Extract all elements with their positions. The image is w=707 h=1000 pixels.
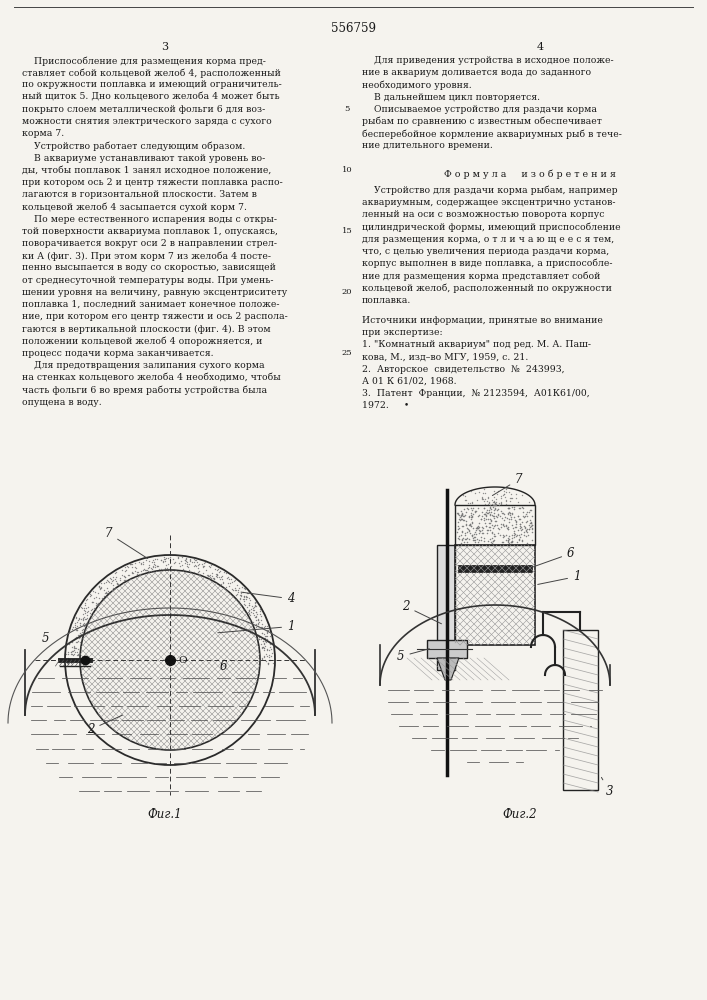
Text: 2.  Авторское  свидетельство  №  243993,: 2. Авторское свидетельство № 243993, xyxy=(362,365,564,374)
Text: при экспертизе:: при экспертизе: xyxy=(362,328,443,337)
Text: что, с целью увеличения периода раздачи корма,: что, с целью увеличения периода раздачи … xyxy=(362,247,609,256)
Text: корма 7.: корма 7. xyxy=(22,129,64,138)
Text: 3: 3 xyxy=(161,42,168,52)
Text: кова, М., изд–во МГУ, 1959, с. 21.: кова, М., изд–во МГУ, 1959, с. 21. xyxy=(362,352,528,361)
Text: рыбам по сравнению с известным обеспечивает: рыбам по сравнению с известным обеспечив… xyxy=(362,117,602,126)
Text: бесперебойное кормление аквариумных рыб в тече-: бесперебойное кормление аквариумных рыб … xyxy=(362,129,622,139)
Text: Фиг.1: Фиг.1 xyxy=(148,808,182,821)
Text: ленный на оси с возможностью поворота корпус: ленный на оси с возможностью поворота ко… xyxy=(362,210,604,219)
Text: Для предотвращения залипания сухого корма: Для предотвращения залипания сухого корм… xyxy=(22,361,264,370)
Bar xyxy=(437,545,455,670)
Text: 1972.     •: 1972. • xyxy=(362,401,409,410)
Text: 6: 6 xyxy=(219,660,227,673)
Text: поплавка 1, последний занимает конечное положе-: поплавка 1, последний занимает конечное … xyxy=(22,300,279,309)
Text: положении кольцевой желоб 4 опорожняется, и: положении кольцевой желоб 4 опорожняется… xyxy=(22,337,262,346)
Text: ды, чтобы поплавок 1 занял исходное положение,: ды, чтобы поплавок 1 занял исходное поло… xyxy=(22,166,271,175)
Text: процесс подачи корма заканчивается.: процесс подачи корма заканчивается. xyxy=(22,349,214,358)
Text: часть фольги 6 во время работы устройства была: часть фольги 6 во время работы устройств… xyxy=(22,385,267,395)
Text: Источники информации, принятые во внимание: Источники информации, принятые во вниман… xyxy=(362,316,603,325)
Text: 2: 2 xyxy=(87,715,122,736)
Text: 25: 25 xyxy=(341,349,352,357)
Text: шении уровня на величину, равную эксцентриситету: шении уровня на величину, равную эксцент… xyxy=(22,288,287,297)
Bar xyxy=(427,640,467,658)
Text: при котором ось 2 и центр тяжести поплавка распо-: при котором ось 2 и центр тяжести поплав… xyxy=(22,178,283,187)
Text: Ф о р м у л а     и з о б р е т е н и я: Ф о р м у л а и з о б р е т е н и я xyxy=(444,170,616,179)
Text: ставляет собой кольцевой желоб 4, расположенный: ставляет собой кольцевой желоб 4, распол… xyxy=(22,68,281,78)
Text: Устройство работает следующим образом.: Устройство работает следующим образом. xyxy=(22,141,245,151)
Text: ние, при котором его центр тяжести и ось 2 распола-: ние, при котором его центр тяжести и ось… xyxy=(22,312,288,321)
Text: корпус выполнен в виде поплавка, а приспособле-: корпус выполнен в виде поплавка, а присп… xyxy=(362,259,612,268)
Text: аквариумным, содержащее эксцентрично установ-: аквариумным, содержащее эксцентрично уст… xyxy=(362,198,616,207)
Text: Приспособление для размещения корма пред-: Приспособление для размещения корма пред… xyxy=(22,56,266,66)
Text: Для приведения устройства в исходное положе-: Для приведения устройства в исходное пол… xyxy=(362,56,614,65)
Text: 1: 1 xyxy=(218,620,295,633)
Text: 4: 4 xyxy=(537,42,544,52)
Text: кольцевой желоб 4 засыпается сухой корм 7.: кольцевой желоб 4 засыпается сухой корм … xyxy=(22,202,247,212)
Text: ние для размещения корма представляет собой: ние для размещения корма представляет со… xyxy=(362,271,600,281)
Text: O: O xyxy=(178,656,187,665)
Bar xyxy=(563,630,598,790)
Text: ный щиток 5. Дно кольцевого желоба 4 может быть: ный щиток 5. Дно кольцевого желоба 4 мож… xyxy=(22,93,280,102)
Text: 3: 3 xyxy=(602,777,614,798)
Text: покрыто слоем металлической фольги 6 для воз-: покрыто слоем металлической фольги 6 для… xyxy=(22,105,265,114)
Text: от среднесуточной температуры воды. При умень-: от среднесуточной температуры воды. При … xyxy=(22,276,274,285)
Text: лагаются в горизонтальной плоскости. Затем в: лагаются в горизонтальной плоскости. Зат… xyxy=(22,190,257,199)
Text: ки А (фиг. 3). При этом корм 7 из желоба 4 посте-: ки А (фиг. 3). При этом корм 7 из желоба… xyxy=(22,251,271,261)
Text: 2: 2 xyxy=(402,600,441,624)
Text: 7: 7 xyxy=(492,473,522,496)
Bar xyxy=(455,505,535,545)
Text: ние в аквариум доливается вода до заданного: ние в аквариум доливается вода до заданн… xyxy=(362,68,591,77)
Text: 556759: 556759 xyxy=(330,22,375,35)
Text: той поверхности аквариума поплавок 1, опускаясь,: той поверхности аквариума поплавок 1, оп… xyxy=(22,227,278,236)
Text: Фиг.2: Фиг.2 xyxy=(503,808,537,821)
Text: 4: 4 xyxy=(241,592,295,605)
Text: ние длительного времени.: ние длительного времени. xyxy=(362,141,493,150)
Text: 5: 5 xyxy=(344,105,350,113)
Text: цилиндрической формы, имеющий приспособление: цилиндрической формы, имеющий приспособл… xyxy=(362,222,621,232)
Text: 3.  Патент  Франции,  № 2123594,  А01К61/00,: 3. Патент Франции, № 2123594, А01К61/00, xyxy=(362,389,590,398)
Text: 7: 7 xyxy=(105,527,148,558)
Bar xyxy=(458,565,532,572)
Text: поворачивается вокруг оси 2 в направлении стрел-: поворачивается вокруг оси 2 в направлени… xyxy=(22,239,277,248)
Text: 10: 10 xyxy=(341,166,352,174)
Text: опущена в воду.: опущена в воду. xyxy=(22,398,102,407)
Text: Устройство для раздачи корма рыбам, например: Устройство для раздачи корма рыбам, напр… xyxy=(362,186,618,195)
Text: В дальнейшем цикл повторяется.: В дальнейшем цикл повторяется. xyxy=(362,93,540,102)
Text: 20: 20 xyxy=(341,288,352,296)
Text: можности снятия электрического заряда с сухого: можности снятия электрического заряда с … xyxy=(22,117,271,126)
Text: необходимого уровня.: необходимого уровня. xyxy=(362,80,472,90)
Bar xyxy=(455,545,535,645)
Text: для размещения корма, о т л и ч а ю щ е е с я тем,: для размещения корма, о т л и ч а ю щ е … xyxy=(362,235,614,244)
Polygon shape xyxy=(437,658,459,680)
Text: Описываемое устройство для раздачи корма: Описываемое устройство для раздачи корма xyxy=(362,105,597,114)
Text: В аквариуме устанавливают такой уровень во-: В аквариуме устанавливают такой уровень … xyxy=(22,154,265,163)
Text: 1. "Комнатный аквариум" под ред. М. А. Паш-: 1. "Комнатный аквариум" под ред. М. А. П… xyxy=(362,340,591,349)
Text: По мере естественного испарения воды с откры-: По мере естественного испарения воды с о… xyxy=(22,215,277,224)
Text: кольцевой желоб, расположенный по окружности: кольцевой желоб, расположенный по окружн… xyxy=(362,283,612,293)
Text: 1: 1 xyxy=(538,570,580,584)
Text: 6: 6 xyxy=(532,547,575,567)
Text: гаются в вертикальной плоскости (фиг. 4). В этом: гаются в вертикальной плоскости (фиг. 4)… xyxy=(22,324,271,334)
Text: 15: 15 xyxy=(341,227,352,235)
Text: поплавка.: поплавка. xyxy=(362,296,411,305)
Text: 5: 5 xyxy=(42,632,49,645)
Text: по окружности поплавка и имеющий ограничитель-: по окружности поплавка и имеющий огранич… xyxy=(22,80,282,89)
Text: на стенках кольцевого желоба 4 необходимо, чтобы: на стенках кольцевого желоба 4 необходим… xyxy=(22,373,281,382)
Text: А 01 К 61/02, 1968.: А 01 К 61/02, 1968. xyxy=(362,377,457,386)
Text: 5: 5 xyxy=(397,649,429,663)
Text: пенно высыпается в воду со скоростью, зависящей: пенно высыпается в воду со скоростью, за… xyxy=(22,263,276,272)
